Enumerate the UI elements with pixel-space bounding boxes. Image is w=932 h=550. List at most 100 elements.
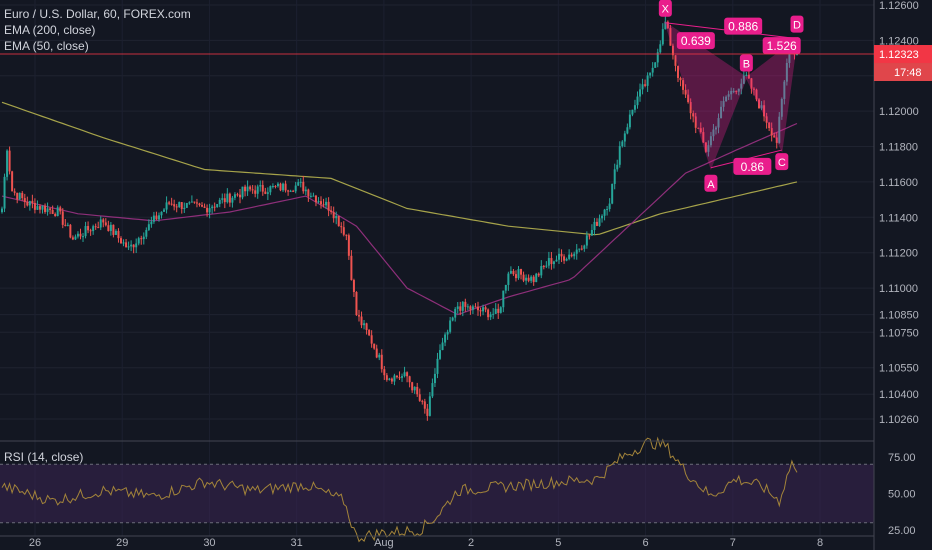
candle-body[interactable]	[104, 222, 107, 226]
candle-body[interactable]	[302, 181, 305, 192]
candle-body[interactable]	[76, 233, 79, 237]
candle-body[interactable]	[109, 224, 112, 231]
candle-body[interactable]	[611, 183, 614, 204]
candle-body[interactable]	[487, 309, 490, 318]
candle-body[interactable]	[641, 84, 644, 90]
candle-body[interactable]	[99, 219, 102, 228]
candle-body[interactable]	[256, 186, 259, 194]
candle-body[interactable]	[307, 189, 310, 197]
candle-body[interactable]	[684, 89, 687, 95]
candle-body[interactable]	[150, 221, 153, 225]
candle-body[interactable]	[507, 273, 510, 285]
candle-body[interactable]	[454, 308, 457, 318]
candle-body[interactable]	[92, 226, 95, 232]
candle-body[interactable]	[720, 106, 723, 119]
candle-body[interactable]	[49, 208, 52, 210]
candle-body[interactable]	[451, 317, 454, 321]
candle-body[interactable]	[56, 207, 59, 217]
candle-body[interactable]	[646, 75, 649, 86]
candle-body[interactable]	[633, 105, 636, 110]
candle-body[interactable]	[563, 256, 566, 261]
candle-body[interactable]	[745, 74, 748, 76]
candle-body[interactable]	[760, 105, 763, 109]
candle-body[interactable]	[188, 202, 191, 204]
candle-body[interactable]	[699, 128, 702, 133]
candle-body[interactable]	[722, 101, 725, 107]
candle-body[interactable]	[413, 386, 416, 391]
candle-body[interactable]	[426, 408, 429, 416]
candle-body[interactable]	[168, 202, 171, 204]
candle-body[interactable]	[1, 208, 3, 213]
candle-body[interactable]	[709, 136, 712, 146]
candle-body[interactable]	[140, 238, 143, 240]
candle-body[interactable]	[770, 128, 773, 136]
candle-body[interactable]	[527, 277, 530, 281]
candle-body[interactable]	[279, 183, 282, 191]
candle-body[interactable]	[226, 193, 229, 203]
candle-body[interactable]	[466, 306, 469, 308]
candlesticks[interactable]	[1, 16, 798, 421]
candle-body[interactable]	[603, 209, 606, 216]
candle-body[interactable]	[157, 215, 160, 220]
harmonic-pattern[interactable]: X A B C D 0.639 0.86 1.526 0.886	[658, 0, 804, 192]
candle-body[interactable]	[314, 195, 317, 203]
candle-body[interactable]	[223, 198, 226, 203]
candle-body[interactable]	[327, 201, 330, 211]
candle-body[interactable]	[626, 127, 629, 134]
candle-body[interactable]	[697, 127, 700, 129]
candle-body[interactable]	[3, 176, 6, 209]
candle-body[interactable]	[471, 306, 474, 310]
candle-body[interactable]	[228, 193, 231, 203]
candle-body[interactable]	[783, 81, 786, 99]
candle-body[interactable]	[378, 354, 381, 358]
candle-body[interactable]	[631, 109, 634, 115]
candle-body[interactable]	[482, 307, 485, 312]
candle-body[interactable]	[704, 142, 707, 152]
candle-body[interactable]	[459, 306, 462, 311]
candle-body[interactable]	[233, 194, 236, 198]
candle-body[interactable]	[317, 201, 320, 203]
candle-body[interactable]	[365, 323, 368, 331]
candle-body[interactable]	[119, 238, 122, 244]
ema200-legend[interactable]: EMA (200, close)	[4, 23, 96, 37]
candle-body[interactable]	[198, 203, 201, 206]
candle-body[interactable]	[530, 276, 533, 281]
candle-body[interactable]	[46, 208, 49, 212]
candle-body[interactable]	[373, 343, 376, 349]
candle-body[interactable]	[687, 94, 690, 103]
candle-body[interactable]	[251, 189, 254, 191]
candle-body[interactable]	[13, 191, 16, 193]
candle-body[interactable]	[21, 192, 24, 199]
candle-body[interactable]	[160, 211, 163, 216]
candle-body[interactable]	[598, 218, 601, 226]
candle-body[interactable]	[218, 199, 221, 205]
candle-body[interactable]	[580, 248, 583, 250]
candle-body[interactable]	[94, 226, 97, 228]
candle-body[interactable]	[476, 306, 479, 311]
candle-body[interactable]	[342, 227, 345, 235]
candle-body[interactable]	[616, 164, 619, 170]
candle-body[interactable]	[623, 133, 626, 142]
candle-body[interactable]	[142, 236, 145, 240]
candle-body[interactable]	[669, 28, 672, 46]
candle-body[interactable]	[732, 90, 735, 92]
candle-body[interactable]	[606, 209, 609, 211]
candle-body[interactable]	[421, 400, 424, 402]
candle-body[interactable]	[332, 212, 335, 219]
candle-body[interactable]	[59, 207, 62, 212]
candle-body[interactable]	[423, 401, 426, 409]
candle-body[interactable]	[16, 192, 19, 200]
candle-body[interactable]	[69, 224, 72, 238]
candle-body[interactable]	[449, 320, 452, 332]
candle-body[interactable]	[406, 372, 409, 377]
candle-body[interactable]	[773, 135, 776, 138]
candle-body[interactable]	[183, 207, 186, 209]
candle-body[interactable]	[330, 210, 333, 213]
candle-body[interactable]	[735, 90, 738, 92]
candle-body[interactable]	[102, 219, 105, 223]
candle-body[interactable]	[659, 44, 662, 53]
candle-body[interactable]	[573, 253, 576, 257]
candle-body[interactable]	[628, 114, 631, 128]
ema50-legend[interactable]: EMA (50, close)	[4, 39, 89, 53]
candle-body[interactable]	[474, 306, 477, 308]
